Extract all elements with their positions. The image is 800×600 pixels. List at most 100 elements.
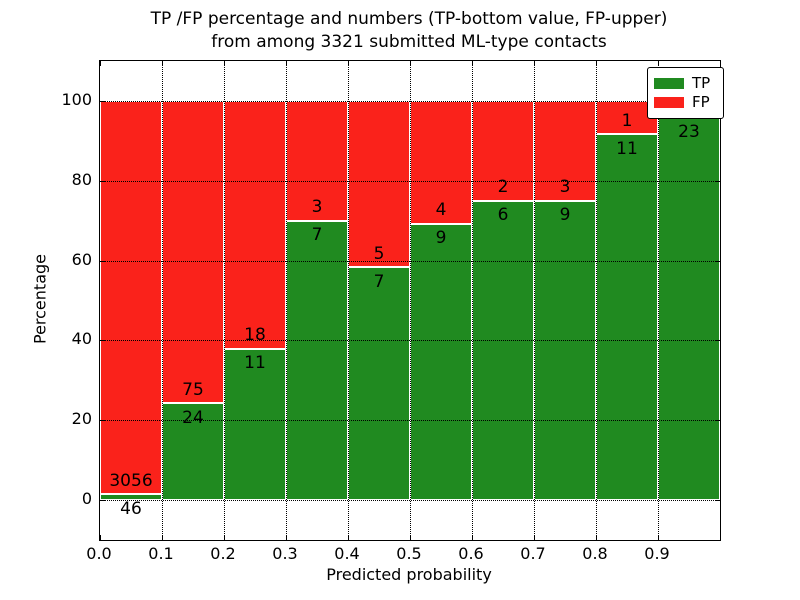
- x-tick-mark: [224, 535, 225, 540]
- tp-count-label: 46: [120, 498, 142, 519]
- fp-count-label: 3: [311, 197, 323, 218]
- y-tick-label: 0: [81, 489, 92, 509]
- v-gridline: [348, 61, 349, 540]
- x-tick-label: 0.0: [86, 544, 112, 563]
- x-tick-mark: [286, 535, 287, 540]
- x-tick-mark-top: [534, 61, 535, 66]
- x-tick-label: 0.8: [582, 544, 608, 563]
- x-tick-mark-top: [348, 61, 349, 66]
- v-gridline: [224, 61, 225, 540]
- x-tick-mark-top: [596, 61, 597, 66]
- x-tick-mark-top: [410, 61, 411, 66]
- x-tick-mark-top: [472, 61, 473, 66]
- bar-segment-tp: [286, 220, 348, 501]
- y-tick-mark: [100, 100, 105, 102]
- x-tick-mark: [162, 535, 163, 540]
- legend-label-fp: FP: [692, 93, 710, 111]
- bar-segment-tp: [596, 134, 658, 501]
- fp-count-label: 4: [435, 200, 447, 221]
- x-tick-mark-top: [224, 61, 225, 66]
- bar-segment-fp: [348, 100, 410, 268]
- x-tick-mark: [596, 535, 597, 540]
- y-tick-label: 80: [71, 169, 92, 189]
- bar-segment-fp: [100, 100, 162, 495]
- fp-count-label: 2: [497, 177, 509, 198]
- tp-count-label: 24: [182, 407, 204, 428]
- x-tick-label: 0.3: [272, 544, 298, 563]
- fp-count-label: 75: [182, 379, 204, 400]
- x-tick-mark: [410, 535, 411, 540]
- v-gridline: [596, 61, 597, 540]
- bar-segment-fp: [410, 100, 472, 224]
- x-tick-mark-top: [100, 61, 101, 66]
- x-tick-label: 0.6: [458, 544, 484, 563]
- chart-title-line1: TP /FP percentage and numbers (TP-bottom…: [150, 9, 668, 29]
- v-gridline: [162, 61, 163, 540]
- tp-count-label: 9: [559, 205, 571, 226]
- tp-count-label: 11: [244, 353, 266, 374]
- x-tick-mark-top: [286, 61, 287, 66]
- x-axis-label: Predicted probability: [326, 565, 492, 584]
- x-tick-label: 0.7: [520, 544, 546, 563]
- y-tick-mark: [100, 180, 105, 182]
- tp-swatch-icon: [654, 78, 684, 89]
- tp-count-label: 7: [373, 271, 385, 292]
- tp-count-label: 6: [497, 205, 509, 226]
- x-tick-mark-top: [162, 61, 163, 66]
- fp-count-label: 3: [559, 177, 571, 198]
- y-tick-label: 100: [61, 89, 92, 109]
- y-tick-label: 60: [71, 249, 92, 269]
- y-tick-mark: [100, 340, 105, 342]
- v-gridline: [658, 61, 659, 540]
- x-tick-label: 0.1: [148, 544, 174, 563]
- legend-entry-fp: FP: [654, 94, 716, 111]
- legend: TP FP: [647, 67, 724, 119]
- y-tick-mark: [100, 500, 105, 502]
- bar-segment-tp: [658, 117, 720, 501]
- tp-count-label: 9: [435, 228, 447, 249]
- fp-count-label: 3056: [109, 470, 153, 491]
- bar-segment-fp: [224, 100, 286, 349]
- fp-count-label: 1: [621, 110, 633, 131]
- bar-segment-tp: [472, 200, 534, 501]
- bar-segment-tp: [162, 403, 224, 501]
- chart-title-line2: from among 3321 submitted ML-type contac…: [211, 32, 607, 52]
- v-gridline: [410, 61, 411, 540]
- x-tick-mark: [100, 535, 101, 540]
- x-tick-mark: [348, 535, 349, 540]
- x-tick-mark: [534, 535, 535, 540]
- legend-entry-tp: TP: [654, 75, 716, 92]
- bar-segment-tp: [410, 223, 472, 501]
- fp-count-label: 18: [244, 325, 266, 346]
- y-tick-mark: [100, 260, 105, 262]
- chart-title: TP /FP percentage and numbers (TP-bottom…: [151, 8, 668, 54]
- x-tick-label: 0.2: [210, 544, 236, 563]
- bar-segment-tp: [534, 200, 596, 501]
- y-tick-mark-right: [715, 500, 720, 502]
- v-gridline: [534, 61, 535, 540]
- tp-count-label: 23: [678, 121, 700, 142]
- x-tick-mark: [658, 535, 659, 540]
- x-tick-label: 0.9: [644, 544, 670, 563]
- y-tick-mark-right: [715, 420, 720, 422]
- x-tick-mark: [472, 535, 473, 540]
- y-tick-mark-right: [715, 260, 720, 262]
- v-gridline: [472, 61, 473, 540]
- bar-segment-tp: [100, 494, 162, 501]
- y-tick-label: 40: [71, 329, 92, 349]
- v-gridline: [286, 61, 287, 540]
- plot-area: TP FP 3056 46 75 24 18 11 3 7 5 7 4 9 2 6 3 9 1 11 23: [99, 60, 724, 541]
- bar-segment-tp: [348, 267, 410, 501]
- y-tick-label: 20: [71, 409, 92, 429]
- y-tick-mark-right: [715, 340, 720, 342]
- legend-label-tp: TP: [692, 74, 711, 92]
- x-tick-label: 0.4: [334, 544, 360, 563]
- fp-swatch-icon: [654, 97, 684, 108]
- tp-count-label: 7: [311, 225, 323, 246]
- bar-segment-fp: [534, 100, 596, 201]
- y-tick-mark: [100, 420, 105, 422]
- bar-segment-fp: [162, 100, 224, 404]
- fp-count-label: 5: [373, 243, 385, 264]
- y-tick-mark-right: [715, 180, 720, 182]
